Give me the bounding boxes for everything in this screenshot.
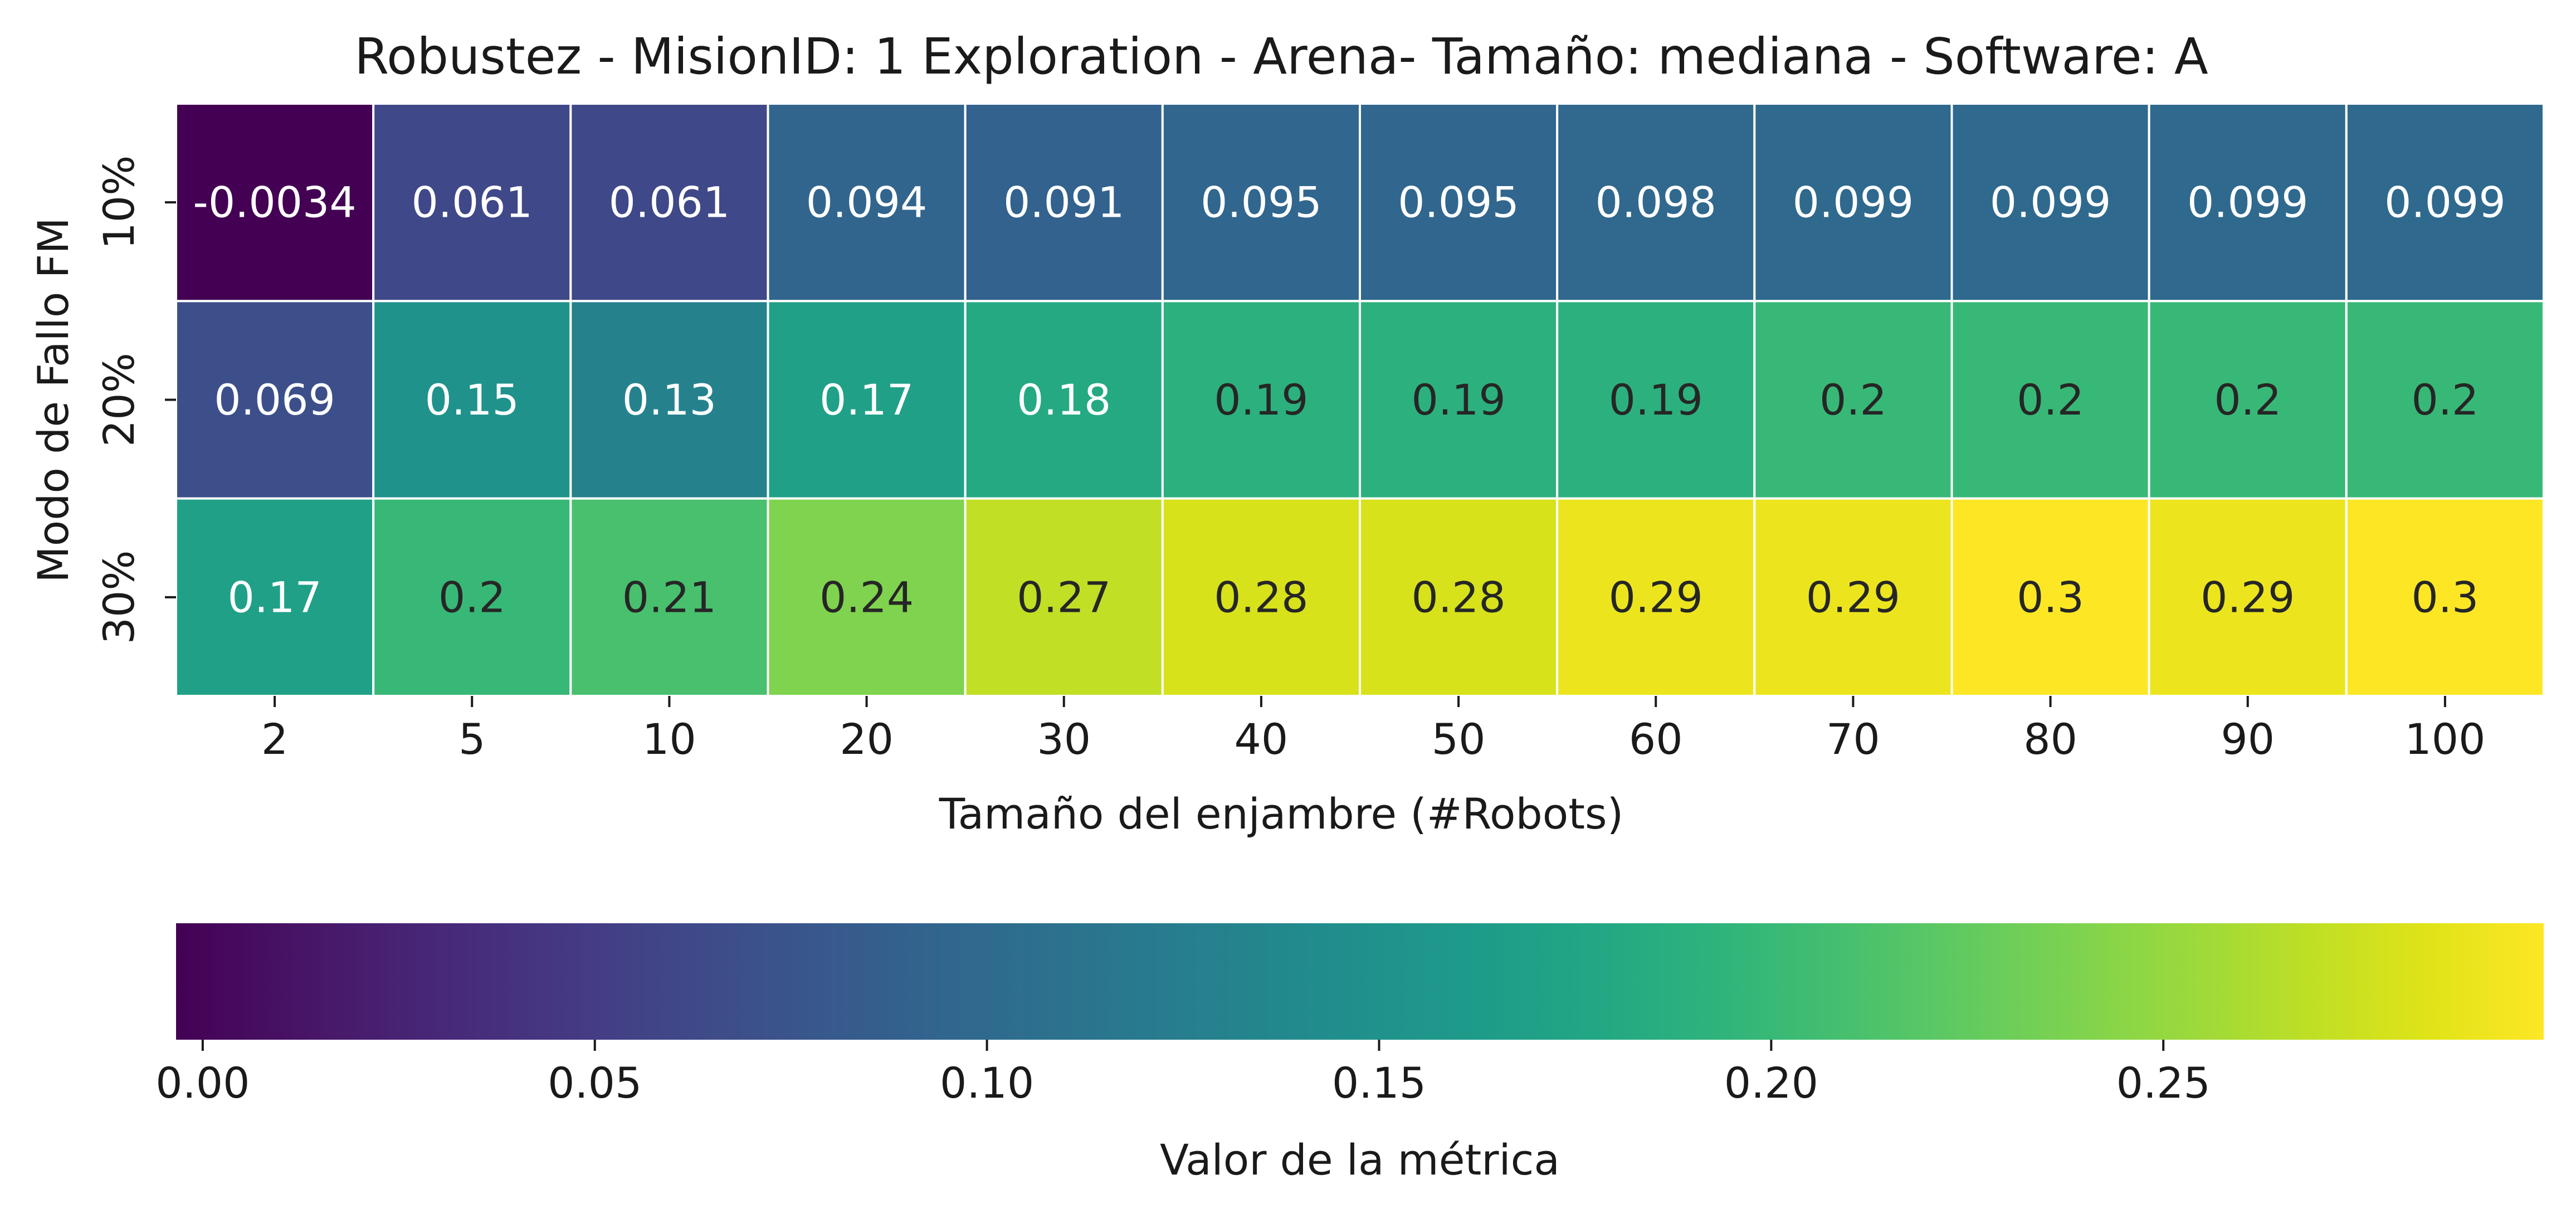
chart-title: Robustez - MisionID: 1 Exploration - Are… [354,27,2208,85]
colorbar-ticks: 0.00 0.05 0.10 0.15 0.20 0.25 [155,1040,2211,1108]
heatmap-cell [569,300,769,500]
colorbar-tick-label: 0.15 [1332,1058,1426,1108]
cell-value-label: 0.069 [214,375,335,425]
colorbar-label: Valor de la métrica [1160,1135,1560,1185]
heatmap-cell [767,103,967,303]
colorbar-tick-label: 0.05 [548,1058,642,1108]
cell-value-label: 0.19 [1411,375,1505,425]
cell-value-label: 0.061 [609,178,730,227]
cell-value-label: 0.2 [2411,375,2479,425]
heatmap-cell [1359,300,1559,500]
heatmap-cell [1161,300,1361,500]
cell-value-label: 0.18 [1017,375,1111,425]
x-tick-label: 40 [1235,714,1289,764]
heatmap-cells: -0.0034 0.061 0.061 0.094 0.091 0.095 0.095 0.0… [175,103,2545,698]
heatmap-cell [175,103,375,303]
x-tick-label: 80 [2023,714,2077,764]
cell-value-label: 0.2 [2214,375,2281,425]
y-tick-label: 10% [94,155,144,250]
cell-value-label: 0.24 [819,572,914,622]
cell-value-label: -0.0034 [193,178,356,227]
cell-value-label: 0.061 [411,178,533,227]
x-tick-label: 2 [261,714,288,764]
cell-value-label: 0.099 [1793,178,1914,227]
cell-value-label: 0.098 [1595,178,1716,227]
heatmap-cell [2345,103,2545,303]
x-tick-label: 50 [1432,714,1486,764]
colorbar-tick-label: 0.25 [2116,1058,2211,1108]
x-axis-ticks: 2 5 10 20 30 40 50 60 70 80 90 100 [261,696,2485,764]
cell-value-label: 0.17 [227,572,321,622]
x-tick-label: 90 [2221,714,2275,764]
heatmap-cell [767,497,967,698]
cell-value-label: 0.095 [1398,178,1519,227]
x-tick-label: 60 [1629,714,1683,764]
y-axis-label: Modo de Fallo FM [28,217,78,583]
heatmap-cell [2148,300,2348,500]
cell-value-label: 0.19 [1609,375,1703,425]
cell-value-label: 0.3 [2411,572,2479,622]
cell-value-label: 0.099 [2187,178,2309,227]
heatmap-cell [964,103,1164,303]
heatmap-cell [964,300,1164,500]
heatmap-cell [2345,497,2545,698]
y-tick-label: 20% [94,353,144,447]
heatmap-cell [964,497,1164,698]
heatmap-cell [2148,497,2348,698]
x-tick-label: 100 [2404,714,2485,764]
heatmap-cell [1359,497,1559,698]
cell-value-label: 0.19 [1214,375,1308,425]
cell-value-label: 0.27 [1017,572,1111,622]
y-tick-label: 30% [94,550,144,644]
cell-value-label: 0.15 [425,375,519,425]
x-tick-label: 5 [458,714,485,764]
x-axis-label: Tamaño del enjambre (#Robots) [939,789,1624,839]
heatmap-cell [372,103,572,303]
cell-value-label: 0.28 [1411,572,1505,622]
cell-value-label: 0.099 [1990,178,2111,227]
x-tick-label: 70 [1826,714,1880,764]
cell-value-label: 0.2 [1819,375,1887,425]
colorbar [176,923,2544,1040]
x-tick-label: 20 [840,714,894,764]
cell-value-label: 0.2 [2017,375,2084,425]
heatmap-cell [175,300,375,500]
colorbar-tick-label: 0.20 [1724,1058,1818,1108]
y-axis-ticks: 10% 20% 30% [94,155,176,644]
heatmap-cell [1950,300,2150,500]
heatmap-cell [2345,300,2545,500]
cell-value-label: 0.13 [622,375,716,425]
heatmap-cell [1950,103,2150,303]
heatmap-cell [1556,300,1756,500]
colorbar-tick-label: 0.10 [940,1058,1034,1108]
heatmap-cell [372,300,572,500]
heatmap-cell [175,497,375,698]
cell-value-label: 0.29 [1806,572,1900,622]
cell-value-label: 0.2 [438,572,506,622]
cell-value-label: 0.17 [819,375,914,425]
heatmap-cell [1161,103,1361,303]
cell-value-label: 0.094 [806,178,928,227]
heatmap-cell [569,497,769,698]
cell-value-label: 0.29 [2201,572,2295,622]
cell-value-label: 0.21 [622,572,716,622]
cell-value-label: 0.091 [1003,178,1125,227]
cell-value-label: 0.29 [1609,572,1703,622]
cell-value-label: 0.3 [2017,572,2084,622]
cell-value-label: 0.099 [2384,178,2506,227]
heatmap-cell [1753,300,1953,500]
x-tick-label: 30 [1037,714,1091,764]
colorbar-tick-label: 0.00 [155,1058,250,1108]
cell-value-label: 0.095 [1201,178,1322,227]
x-tick-label: 10 [642,714,696,764]
heatmap-cell [767,300,967,500]
heatmap-cell [569,103,769,303]
heatmap-cell [1556,103,1756,303]
cell-value-label: 0.28 [1214,572,1308,622]
